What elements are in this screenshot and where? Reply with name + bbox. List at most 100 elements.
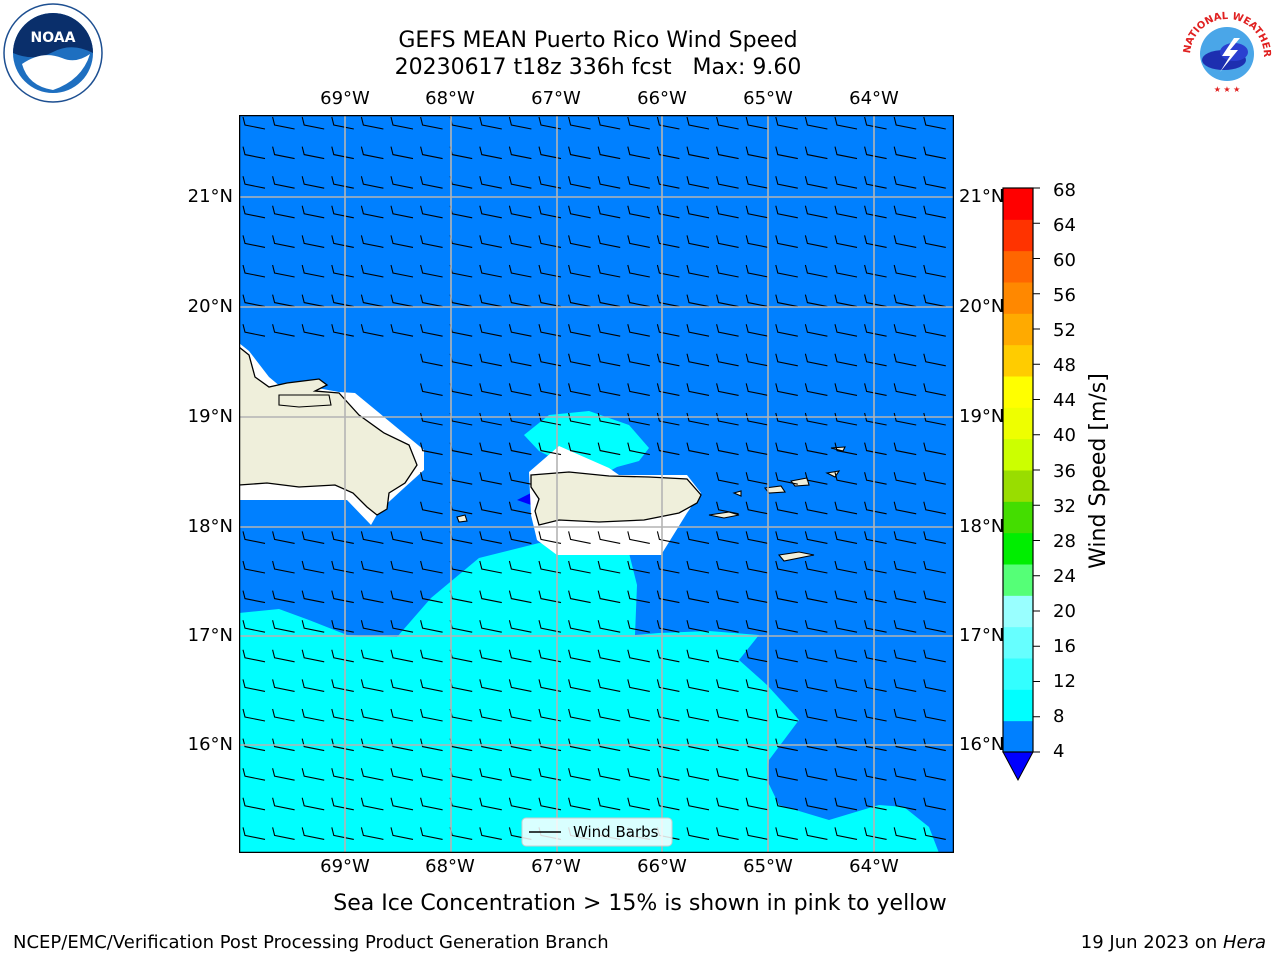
lat-label-right: 16°N [959,734,1005,755]
wind-barb [716,235,739,248]
wind-barb [864,708,887,722]
wind-barb [272,649,295,663]
colorbar-cell [1003,532,1033,565]
colorbar-cell [1003,344,1033,377]
wind-barb [775,412,798,426]
wind-barb [420,412,443,426]
wind-barb [479,768,502,781]
wind-barb [390,649,414,663]
wind-barb [301,324,325,337]
wind-barb [301,797,325,811]
wind-barb [538,738,562,752]
wind-barb [420,472,443,485]
wind-barb [686,797,710,811]
lat-label-left: 18°N [187,516,233,537]
wind-barb [745,501,769,515]
wind-barb [864,205,887,219]
wind-barb [390,116,414,130]
wind-barb [923,649,946,663]
colorbar-tick-label: 40 [1053,425,1076,446]
wind-barb [242,649,266,663]
wind-barb [508,442,532,456]
colorbar-tick-label: 4 [1053,741,1065,762]
wind-barb [390,708,414,722]
wind-barb [508,620,532,633]
wind-barb [627,708,650,722]
wind-barb [420,501,443,515]
footer-host: Hera [1222,932,1266,953]
colorbar-tick-label: 60 [1053,250,1076,271]
wind-barb [627,649,650,663]
wind-barb [420,649,443,663]
wind-barb [331,768,354,781]
wind-barb [301,235,325,248]
wind-barb [479,797,502,811]
wind-barb [686,708,710,722]
wind-barb [864,679,887,692]
wind-barb [923,264,946,278]
wind-barb [893,708,917,722]
wind-barb [301,768,325,781]
wind-barb [864,176,887,189]
wind-barb [568,649,591,663]
wind-barb [716,353,739,367]
wind-barb [745,738,769,752]
wind-barb [864,768,887,781]
colorbar-cell [1003,313,1033,346]
wind-barb [864,235,887,248]
wind-barb [479,353,502,367]
wind-barb [390,679,414,692]
wind-barb [331,679,354,692]
wind-barb [716,649,739,663]
wind-barb [508,235,532,248]
wind-barb [716,797,739,811]
wind-barb [479,146,502,160]
wind-barb [834,738,858,752]
lon-label-bottom: 69°W [320,856,370,877]
wind-barb [597,353,621,367]
wind-barb [568,531,591,544]
wind-barb [745,827,769,840]
wind-barb [301,146,325,160]
wind-barb [656,768,680,781]
wind-barb [686,146,710,160]
wind-barb [716,205,739,219]
wind-barb [479,294,502,308]
wind-barb [568,590,591,604]
colorbar-tick-label: 68 [1053,180,1076,201]
chart-title: GEFS MEAN Puerto Rico Wind Speed [398,28,798,53]
wind-barb [508,768,532,781]
noaa-logo: NOAA [2,2,104,104]
wind-barb [923,383,946,396]
wind-barb [745,531,769,544]
wind-barb [360,560,384,574]
lon-label-bottom: 66°W [637,856,687,877]
wind-barb [420,324,443,337]
wind-barb [568,708,591,722]
wind-barb [568,116,591,130]
colorbar-tick-label: 44 [1053,390,1076,411]
lon-label-top: 65°W [743,88,793,109]
wind-barb [272,768,295,781]
wind-barb [242,768,266,781]
wind-barb [301,827,325,840]
wind-barb [923,412,946,426]
wind-barb [508,264,532,278]
wind-barb [360,679,384,692]
wind-barb [538,353,562,367]
wind-barb [745,235,769,248]
wind-barb [242,708,266,722]
wind-barb [893,649,917,663]
wind-barb [568,324,591,337]
wind-barb [508,412,532,426]
wind-barb [716,738,739,752]
wind-barb [656,620,680,633]
wind-barb [716,412,739,426]
wind-barb [834,383,858,396]
wind-barb [745,412,769,426]
wind-barb [716,472,739,485]
wind-barb [834,768,858,781]
lat-label-right: 18°N [959,516,1005,537]
wind-barb [864,738,887,752]
wind-barb [597,649,621,663]
